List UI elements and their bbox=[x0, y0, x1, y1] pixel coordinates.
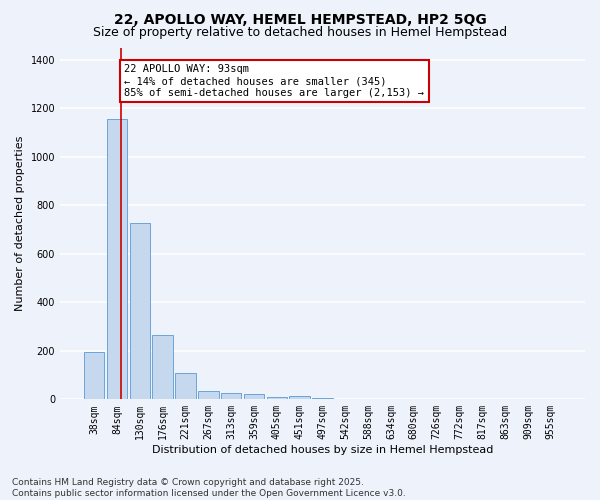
Text: Size of property relative to detached houses in Hemel Hempstead: Size of property relative to detached ho… bbox=[93, 26, 507, 39]
Text: 22, APOLLO WAY, HEMEL HEMPSTEAD, HP2 5QG: 22, APOLLO WAY, HEMEL HEMPSTEAD, HP2 5QG bbox=[113, 12, 487, 26]
Bar bbox=[152, 335, 173, 400]
Bar bbox=[312, 398, 333, 400]
Text: Contains HM Land Registry data © Crown copyright and database right 2025.
Contai: Contains HM Land Registry data © Crown c… bbox=[12, 478, 406, 498]
Bar bbox=[84, 352, 104, 400]
Bar bbox=[221, 392, 241, 400]
Bar bbox=[266, 397, 287, 400]
Bar bbox=[289, 396, 310, 400]
X-axis label: Distribution of detached houses by size in Hemel Hempstead: Distribution of detached houses by size … bbox=[152, 445, 493, 455]
Y-axis label: Number of detached properties: Number of detached properties bbox=[15, 136, 25, 311]
Bar bbox=[107, 119, 127, 400]
Bar bbox=[130, 224, 150, 400]
Bar bbox=[244, 394, 264, 400]
Bar bbox=[175, 373, 196, 400]
Bar bbox=[198, 391, 218, 400]
Text: 22 APOLLO WAY: 93sqm
← 14% of detached houses are smaller (345)
85% of semi-deta: 22 APOLLO WAY: 93sqm ← 14% of detached h… bbox=[124, 64, 424, 98]
